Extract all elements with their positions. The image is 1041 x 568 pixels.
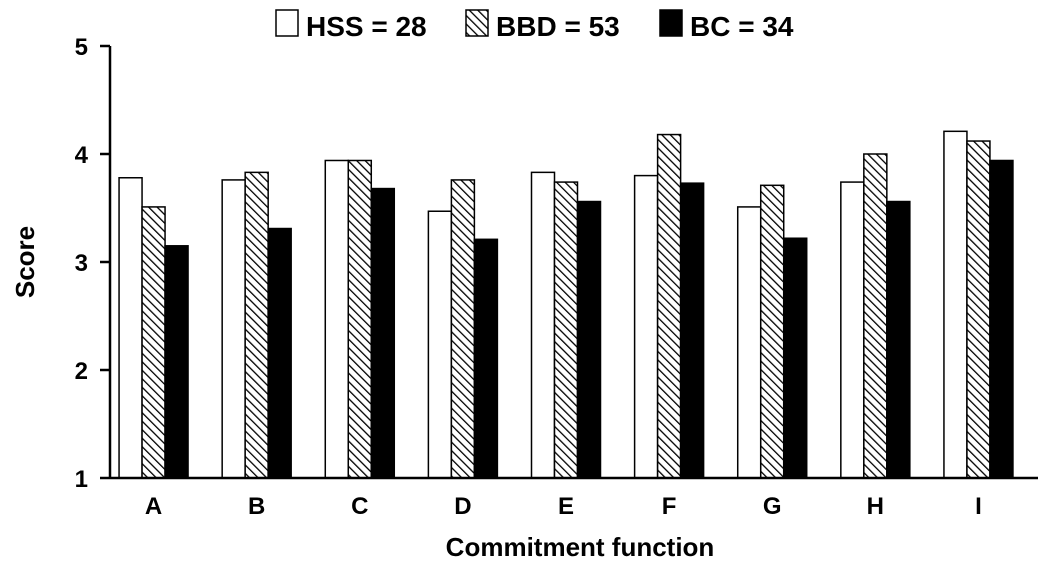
bar-I-1 (943, 130, 968, 479)
legend-label: BC = 34 (690, 11, 794, 42)
bar-F-1 (633, 174, 659, 479)
legend-label: HSS = 28 (306, 11, 427, 42)
bar-D-2 (450, 179, 476, 479)
bar-A-1 (118, 177, 143, 479)
plot-area: 1 2 3 4 5 A B C D E F G H I (75, 34, 1038, 520)
bar-F-2 (656, 133, 682, 479)
x-tick-label: C (351, 493, 368, 520)
bar-B-3 (267, 227, 292, 479)
legend-swatch (659, 9, 683, 37)
bar-H-2 (863, 153, 888, 479)
bar-B-2 (244, 171, 269, 479)
x-axis-title: Commitment function (446, 532, 715, 562)
legend: HSS = 28 BBD = 53 BC = 34 (275, 9, 794, 42)
y-tick-label: 2 (75, 358, 88, 385)
x-axis: A B C D E F G H I (110, 476, 1038, 520)
bar-G-3 (782, 237, 808, 479)
y-tick-label: 5 (75, 34, 88, 61)
bar-A-3 (164, 245, 189, 479)
y-axis-title: Score (10, 226, 40, 298)
bar-I-3 (989, 159, 1014, 479)
bar-G-1 (736, 206, 762, 479)
bar-C-3 (370, 187, 396, 479)
y-axis: 1 2 3 4 5 (75, 34, 112, 493)
x-tick-label: H (867, 493, 884, 520)
bar-I-2 (966, 140, 991, 479)
bar-E-3 (576, 200, 602, 479)
y-tick-label: 3 (75, 250, 88, 277)
y-tick-label: 4 (75, 142, 89, 169)
bar-D-1 (427, 210, 453, 479)
bar-B-1 (221, 179, 246, 479)
x-tick-label: B (248, 493, 265, 520)
bar-E-2 (553, 181, 579, 479)
bar-C-1 (324, 159, 350, 479)
legend-label: BBD = 53 (496, 11, 620, 42)
legend-swatch (465, 9, 489, 37)
bar-H-1 (840, 181, 865, 479)
bar-F-3 (679, 182, 705, 479)
x-tick-label: F (662, 493, 677, 520)
bar-A-2 (141, 206, 166, 479)
x-tick-label: A (145, 493, 162, 520)
y-tick-label: 1 (75, 466, 88, 493)
bar-G-2 (759, 184, 785, 479)
bars (118, 130, 1014, 479)
x-tick-label: E (558, 493, 574, 520)
x-tick-label: D (454, 493, 471, 520)
legend-swatch (275, 9, 299, 37)
bar-D-3 (473, 238, 499, 479)
bar-E-1 (530, 171, 556, 479)
x-tick-label: G (763, 493, 782, 520)
x-tick-label: I (975, 493, 982, 520)
bar-H-3 (886, 200, 911, 479)
bar-C-2 (347, 159, 373, 479)
